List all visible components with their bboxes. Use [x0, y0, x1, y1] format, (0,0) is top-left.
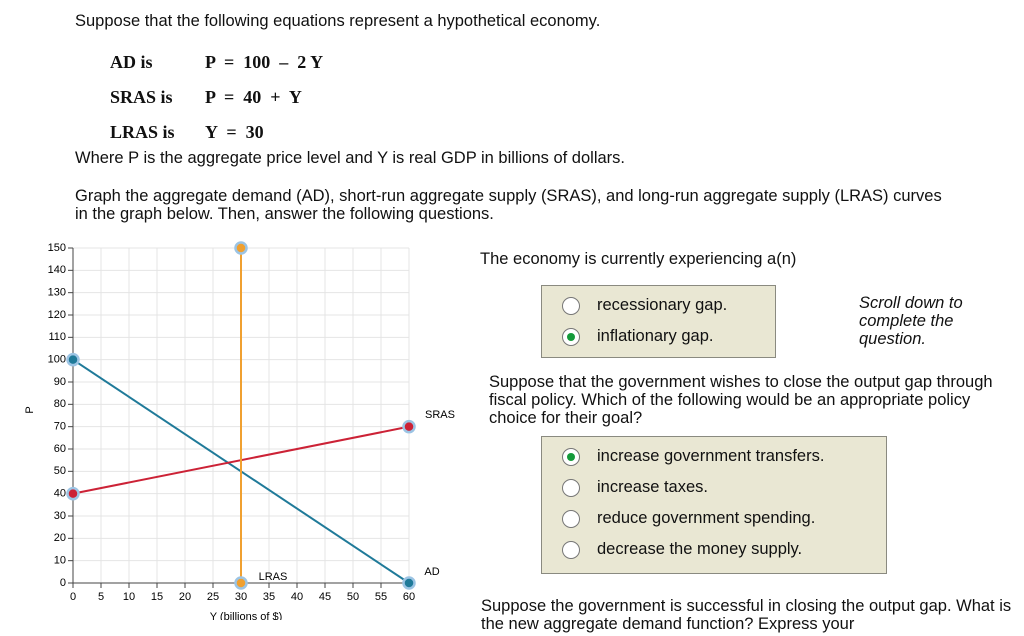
equation: SRAS is P = 40 + Y [110, 87, 302, 108]
question3-text: Suppose the government is successful in … [481, 597, 1012, 633]
equation-expr: P = 100 – 2 Y [205, 52, 324, 72]
graph: 0 10 20 30 40 50 60 70 80 90 100 110 120 130 140 150 0 5 1… [24, 241, 455, 620]
equation-label: SRAS is [110, 87, 173, 107]
radio-button[interactable] [562, 447, 580, 466]
y-axis-label: P [24, 406, 36, 413]
option[interactable]: increase government transfers. [562, 447, 824, 466]
x-axis-label: Y (billions of $) [210, 611, 283, 620]
option-label[interactable]: recessionary gap. [597, 296, 728, 314]
curve-point [402, 419, 416, 434]
y-tick-label: 20 [54, 532, 66, 544]
curve-label: SRAS [425, 409, 455, 421]
curve-point [66, 352, 80, 367]
radio-button[interactable] [562, 509, 580, 528]
radio-button[interactable] [562, 327, 580, 346]
equation-expr: P = 40 + Y [205, 87, 302, 107]
y-tick-label: 130 [48, 287, 66, 299]
radio-button[interactable] [562, 540, 580, 559]
curve-label: AD [424, 566, 439, 578]
x-tick-label: 20 [179, 591, 191, 603]
options-box: recessionary gap. inflationary gap. [541, 285, 776, 358]
y-tick-label: 80 [54, 398, 66, 410]
x-tick-label: 10 [123, 591, 135, 603]
intro: Suppose that the following equations rep… [75, 12, 601, 30]
y-tick-label: 40 [54, 488, 66, 500]
equation-label: LRAS is [110, 122, 175, 142]
x-tick-label: 0 [70, 591, 76, 603]
option-label[interactable]: increase taxes. [597, 478, 708, 496]
curve-point [234, 241, 248, 255]
option[interactable]: reduce government spending. [562, 509, 815, 528]
y-tick-label: 50 [54, 465, 66, 477]
y-tick-label: 10 [54, 555, 66, 567]
x-tick-label: 50 [347, 591, 359, 603]
y-tick-label: 120 [48, 309, 66, 321]
instruction: Graph the aggregate demand (AD), short-r… [75, 187, 942, 223]
x-tick-label: 5 [98, 591, 104, 603]
equation-expr: Y = 30 [205, 122, 264, 142]
y-tick-label: 0 [60, 577, 66, 589]
option[interactable]: inflationary gap. [562, 327, 714, 346]
y-tick-label: 70 [54, 421, 66, 433]
option-label[interactable]: decrease the money supply. [597, 540, 803, 558]
x-tick-label: 25 [207, 591, 219, 603]
y-tick-label: 100 [48, 354, 66, 366]
x-tick-label: 40 [291, 591, 303, 603]
scroll-note: Scroll down to complete the question. [859, 294, 963, 348]
option[interactable]: decrease the money supply. [562, 540, 802, 559]
question1-text: The economy is currently experiencing a(… [480, 250, 797, 268]
curve-point [402, 576, 416, 590]
option[interactable]: recessionary gap. [562, 296, 727, 315]
x-tick-label: 55 [375, 591, 387, 603]
where-text: Where P is the aggregate price level and… [75, 149, 625, 167]
curve-label: LRAS [259, 571, 288, 583]
equation-label: AD is [110, 52, 153, 72]
radio-button[interactable] [562, 296, 580, 315]
option-label[interactable]: increase government transfers. [597, 447, 825, 465]
y-tick-label: 140 [48, 264, 66, 276]
y-tick-label: 110 [48, 331, 66, 343]
y-tick-label: 150 [48, 242, 66, 254]
equation: LRAS is Y = 30 [110, 122, 264, 143]
y-tick-label: 30 [54, 510, 66, 522]
y-tick-label: 60 [54, 443, 66, 455]
curve-point [66, 486, 80, 501]
options-box: increase government transfers. increase t… [541, 436, 887, 574]
x-tick-label: 30 [235, 591, 247, 603]
question2-text: Suppose that the government wishes to cl… [489, 373, 993, 427]
x-tick-label: 45 [319, 591, 331, 603]
option[interactable]: increase taxes. [562, 478, 708, 497]
curve-point [234, 576, 248, 590]
equation: AD is P = 100 – 2 Y [110, 52, 323, 73]
x-tick-label: 35 [263, 591, 275, 603]
x-tick-label: 60 [403, 591, 415, 603]
x-tick-label: 15 [151, 591, 163, 603]
option-label[interactable]: inflationary gap. [597, 327, 714, 345]
radio-button[interactable] [562, 478, 580, 497]
option-label[interactable]: reduce government spending. [597, 509, 816, 527]
y-tick-label: 90 [54, 376, 66, 388]
